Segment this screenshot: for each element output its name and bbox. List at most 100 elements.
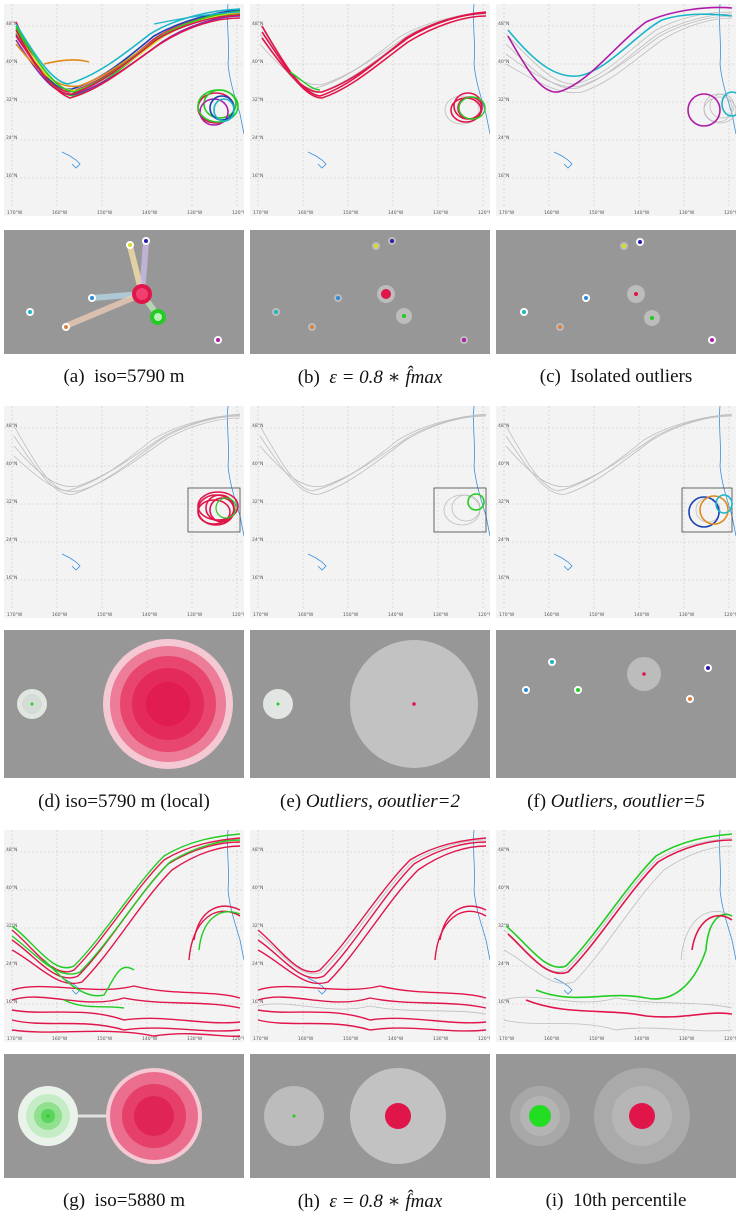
- lon-tick-label: 150°W: [343, 612, 359, 618]
- lon-tick-label: 150°W: [97, 1036, 113, 1042]
- map-a: 48°N 40°N 32°N 24°N 16°N 170°W 160°W 150°W 140°W…: [4, 4, 244, 216]
- map-panel-a: 48°N 40°N 32°N 24°N 16°N 170°W 160°W 150°W 140°W…: [4, 4, 244, 216]
- dots-f: [522, 657, 712, 703]
- lat-tick-label: 40°N: [498, 885, 509, 891]
- lon-tick-label: 160°W: [298, 1036, 314, 1042]
- coastline: [473, 406, 490, 537]
- lat-tick-label: 48°N: [6, 423, 17, 429]
- lat-tick-label: 16°N: [252, 575, 263, 581]
- coastline: [473, 4, 490, 135]
- lon-tick-label: 150°W: [343, 210, 359, 216]
- lat-tick-label: 40°N: [252, 461, 263, 467]
- dots-e: [263, 640, 478, 768]
- hawaii-islands: [307, 151, 327, 169]
- lat-tick-label: 16°N: [498, 999, 509, 1005]
- lon-tick-label: 170°W: [499, 1036, 515, 1042]
- lon-tick-label: 170°W: [7, 612, 23, 618]
- lat-tick-label: 16°N: [252, 999, 263, 1005]
- lon-tick-label: 120°W: [232, 210, 244, 216]
- lon-tick-label: 160°W: [52, 612, 68, 618]
- lon-tick-label: 170°W: [253, 612, 269, 618]
- dots-b: [272, 237, 468, 344]
- lon-tick-label: 120°W: [478, 612, 490, 618]
- caption-f: (f) Outliers, σoutlier=5: [527, 791, 705, 812]
- lon-tick-label: 150°W: [589, 1036, 605, 1042]
- caption-i: (i) 10th percentile: [545, 1190, 687, 1211]
- lon-tick-label: 130°W: [187, 210, 203, 216]
- dots-a: [26, 237, 222, 344]
- lon-tick-label: 140°W: [142, 1036, 158, 1042]
- lon-tick-label: 130°W: [679, 612, 695, 618]
- hawaii-islands: [61, 553, 81, 571]
- coastline: [227, 830, 244, 961]
- lat-tick-label: 48°N: [498, 21, 509, 27]
- map-b: 48°N 40°N 32°N 24°N 16°N 170°W 160°W 150°W 140°W…: [250, 4, 490, 216]
- lon-tick-label: 130°W: [679, 210, 695, 216]
- map-e: 48°N 40°N 32°N 24°N 16°N 170°W 160°W 150°W 140°W…: [250, 406, 490, 618]
- lat-tick-label: 32°N: [252, 923, 263, 929]
- lat-tick-label: 16°N: [252, 173, 263, 179]
- coastline: [719, 830, 736, 961]
- lon-tick-label: 120°W: [724, 612, 736, 618]
- coastline: [473, 830, 490, 961]
- lon-tick-label: 130°W: [433, 210, 449, 216]
- lon-tick-label: 160°W: [544, 210, 560, 216]
- lat-tick-label: 24°N: [6, 961, 17, 967]
- lat-tick-label: 40°N: [252, 59, 263, 65]
- caption-e: (e) Outliers, σoutlier=2: [280, 791, 460, 812]
- lat-tick-label: 32°N: [6, 923, 17, 929]
- lat-tick-label: 32°N: [252, 97, 263, 103]
- lat-tick-label: 40°N: [498, 461, 509, 467]
- lat-tick-label: 48°N: [498, 423, 509, 429]
- lat-tick-label: 16°N: [498, 173, 509, 179]
- hawaii-islands: [307, 553, 327, 571]
- lat-tick-label: 16°N: [6, 173, 17, 179]
- lon-tick-label: 120°W: [478, 1036, 490, 1042]
- lat-tick-label: 32°N: [498, 923, 509, 929]
- lon-tick-label: 170°W: [7, 210, 23, 216]
- map-panel-b: 48°N 40°N 32°N 24°N 16°N 170°W 160°W 150°W 140°W…: [250, 4, 490, 216]
- lon-tick-label: 150°W: [343, 1036, 359, 1042]
- lat-tick-label: 40°N: [6, 59, 17, 65]
- caption-h: (h) ε = 0.8 ∗ f̂max: [297, 1191, 443, 1212]
- map-i: 48°N 40°N 32°N 24°N 16°N 170°W 160°W 150°W 140°W…: [496, 830, 736, 1042]
- lon-tick-label: 140°W: [634, 1036, 650, 1042]
- lon-tick-label: 160°W: [52, 210, 68, 216]
- dots-g: [18, 1068, 202, 1164]
- dots-d: [17, 639, 233, 769]
- map-panel-d: 48°N 40°N 32°N 24°N 16°N 170°W 160°W 150°W 140°W…: [4, 406, 244, 618]
- lon-tick-label: 140°W: [634, 612, 650, 618]
- caption-d: (d) iso=5790 m (local): [38, 791, 210, 812]
- dot-panel-b: [250, 230, 490, 354]
- lat-tick-label: 24°N: [252, 961, 263, 967]
- lat-tick-label: 40°N: [252, 885, 263, 891]
- hawaii-islands: [553, 151, 573, 169]
- lat-tick-label: 48°N: [252, 423, 263, 429]
- lat-tick-label: 24°N: [498, 135, 509, 141]
- lat-tick-label: 48°N: [252, 21, 263, 27]
- lon-tick-label: 170°W: [7, 1036, 23, 1042]
- dot-panel-c: [496, 230, 736, 354]
- lat-tick-label: 48°N: [498, 847, 509, 853]
- lon-tick-label: 130°W: [433, 1036, 449, 1042]
- lon-tick-label: 150°W: [97, 612, 113, 618]
- lon-tick-label: 130°W: [187, 1036, 203, 1042]
- lon-tick-label: 140°W: [634, 210, 650, 216]
- lon-tick-label: 130°W: [187, 612, 203, 618]
- lat-tick-label: 48°N: [6, 847, 17, 853]
- hawaii-islands: [61, 151, 81, 169]
- lat-tick-label: 48°N: [6, 21, 17, 27]
- lat-tick-label: 24°N: [6, 537, 17, 543]
- lon-tick-label: 160°W: [298, 210, 314, 216]
- map-g: 48°N 40°N 32°N 24°N 16°N 170°W 160°W 150°W 140°W…: [4, 830, 244, 1042]
- map-panel-g: 48°N 40°N 32°N 24°N 16°N 170°W 160°W 150°W 140°W…: [4, 830, 244, 1042]
- lat-tick-label: 32°N: [252, 499, 263, 505]
- lon-tick-label: 130°W: [433, 612, 449, 618]
- lon-tick-label: 160°W: [52, 1036, 68, 1042]
- lon-tick-label: 150°W: [589, 210, 605, 216]
- caption-c: (c) Isolated outliers: [539, 366, 693, 387]
- lon-tick-label: 160°W: [544, 612, 560, 618]
- dot-panel-h: [250, 1054, 490, 1178]
- dot-panel-g: [4, 1054, 244, 1178]
- lat-tick-label: 48°N: [252, 847, 263, 853]
